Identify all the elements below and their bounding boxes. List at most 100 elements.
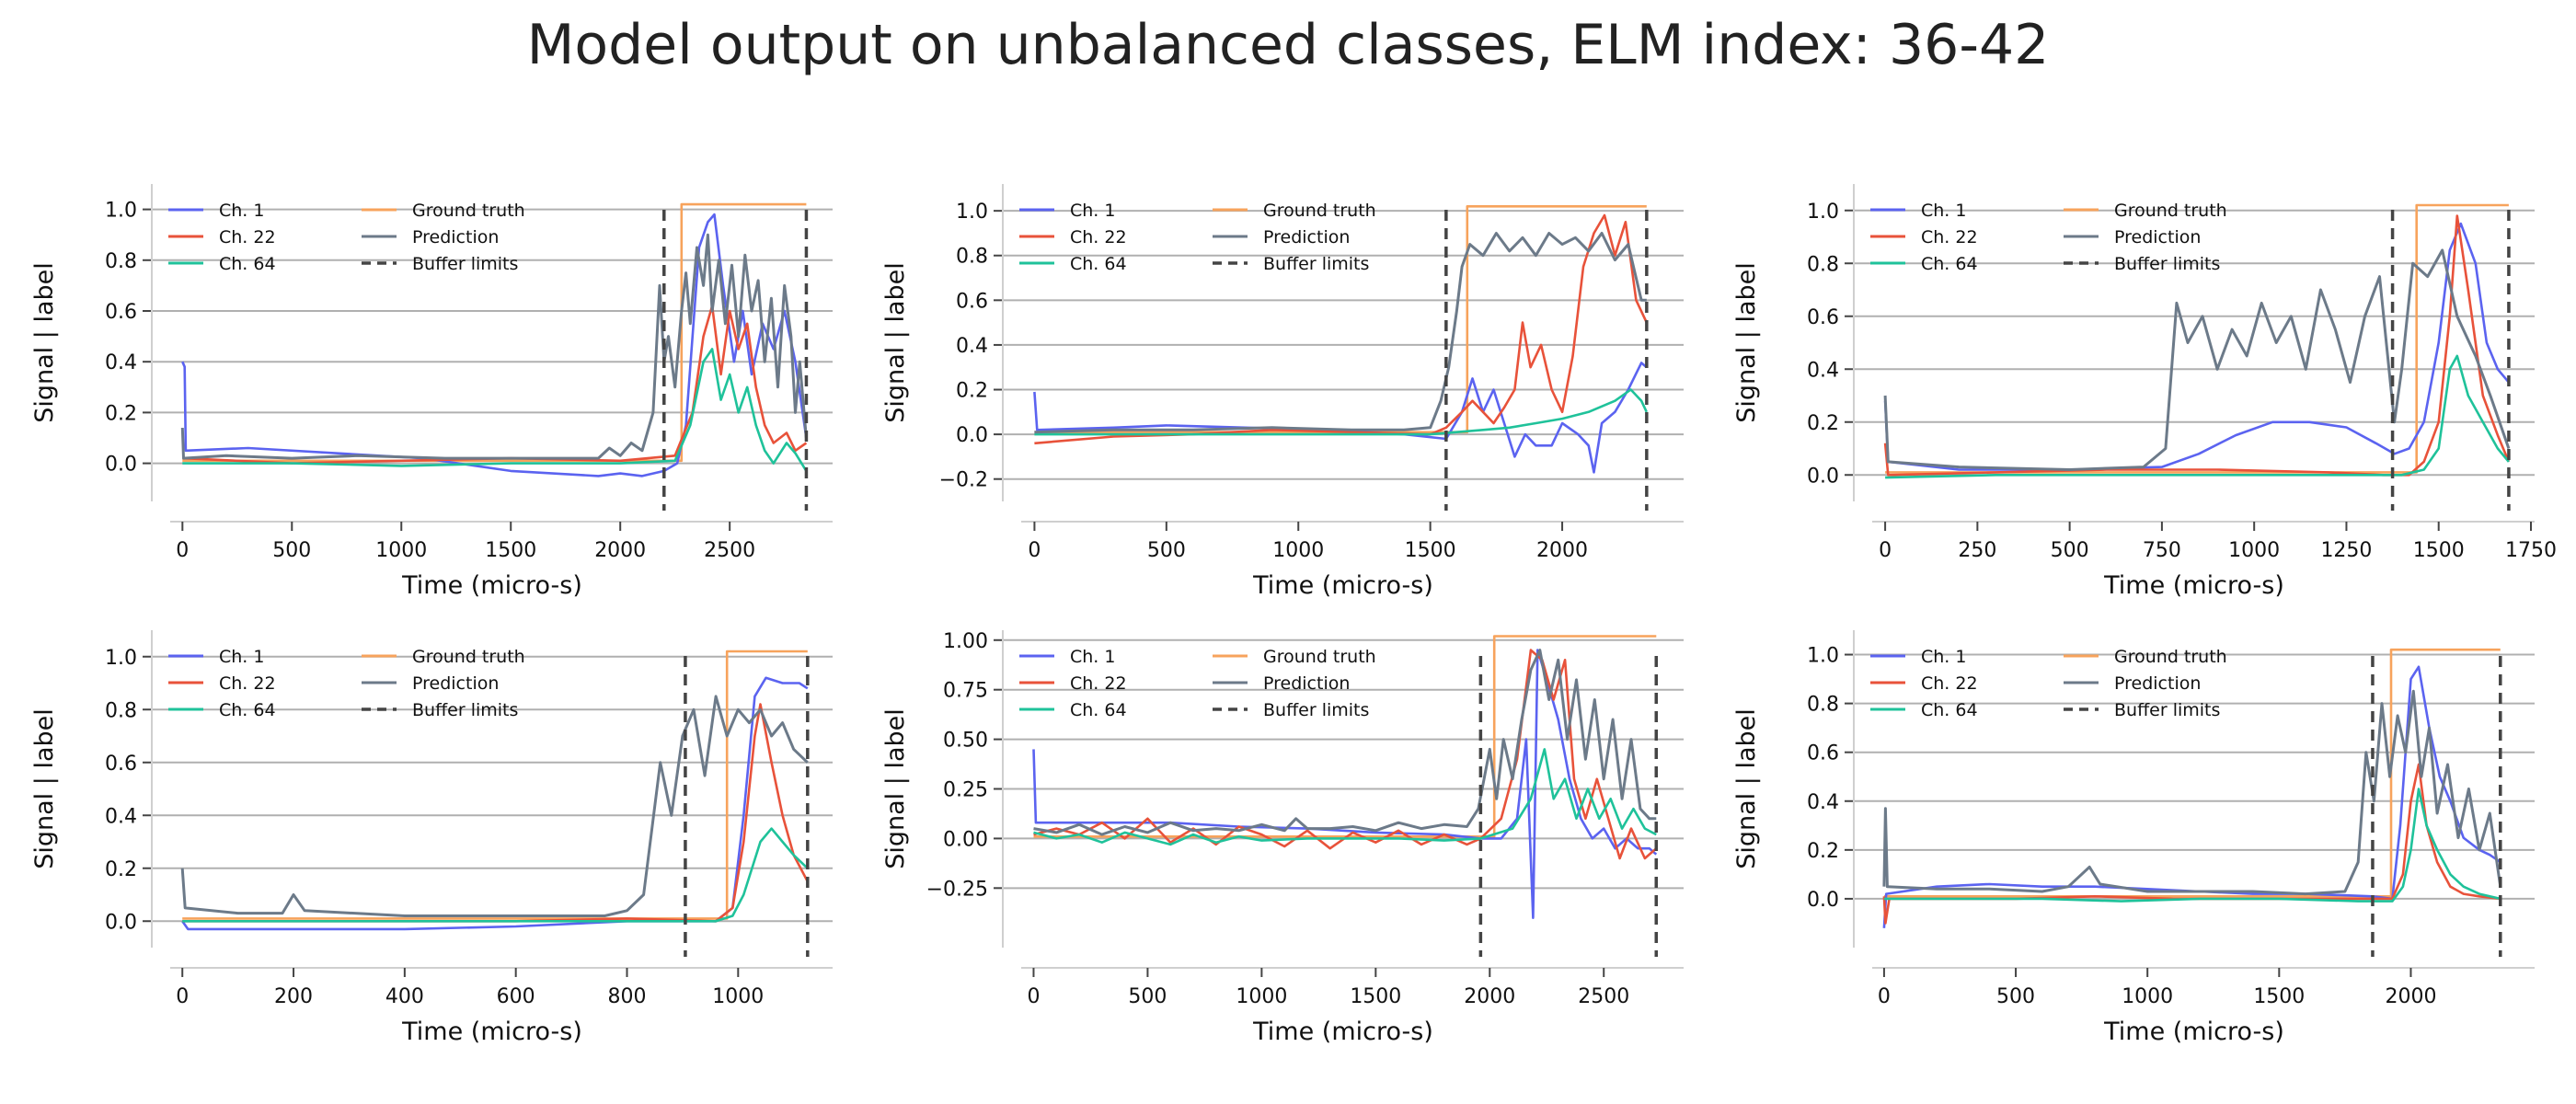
- legend-entry-prediction: Prediction: [1213, 673, 1350, 694]
- x-tick-label: 1500: [2413, 539, 2465, 562]
- x-tick-label: 2000: [2385, 985, 2436, 1008]
- x-tick-label: 1250: [2320, 539, 2372, 562]
- y-tick-label: −0.25: [926, 878, 988, 901]
- x-tick-label: 0: [1879, 539, 1892, 562]
- legend-label: Ground truth: [1263, 201, 1376, 221]
- x-tick-label: 500: [1996, 985, 2035, 1008]
- y-axis-label: Signal | label: [1732, 262, 1761, 423]
- legend-entry-ch-22: Ch. 22: [168, 673, 276, 694]
- legend-label: Ch. 64: [219, 700, 276, 720]
- y-axis-label: Signal | label: [1732, 708, 1761, 869]
- x-tick-label: 0: [1027, 985, 1040, 1008]
- legend-label: Prediction: [1263, 227, 1350, 247]
- legend-entry-prediction: Prediction: [2064, 227, 2201, 247]
- y-tick-label: 0.6: [1807, 742, 1839, 765]
- chart-panel-1: 0.0 0.2 0.4 0.6 0.8 1.0 0 500 1000 1500 2000 2500 Ti…: [30, 184, 833, 600]
- y-tick-label: 0.4: [1807, 359, 1839, 382]
- y-tick-label: 1.0: [105, 200, 137, 223]
- x-tick-label: 200: [274, 985, 313, 1008]
- legend-entry-prediction: Prediction: [362, 227, 499, 247]
- legend-label: Buffer limits: [412, 700, 518, 720]
- legend-entry-ground-truth: Ground truth: [2064, 647, 2227, 667]
- series-line-ch-22: [182, 305, 808, 465]
- series-line-ch-64: [182, 348, 808, 472]
- legend-label: Ch. 22: [1070, 673, 1127, 694]
- series-line-prediction: [180, 233, 808, 460]
- x-tick-label: 2000: [1464, 985, 1515, 1008]
- x-tick-label: 1500: [1350, 985, 1401, 1008]
- y-tick-label: 0.8: [1807, 253, 1839, 276]
- legend-entry-ch-1: Ch. 1: [168, 647, 264, 667]
- plot-area: [180, 202, 808, 477]
- chart-panel-3: 0.0 0.2 0.4 0.6 0.8 1.0 0 250 500 750 1000 1250 1500…: [1732, 184, 2557, 600]
- legend-label: Ch. 64: [219, 254, 276, 274]
- x-tick-label: 800: [607, 985, 646, 1008]
- legend-entry-ch-22: Ch. 22: [1019, 227, 1127, 247]
- legend-entry-ch-22: Ch. 22: [1870, 673, 1978, 694]
- y-tick-label: 0.8: [956, 246, 988, 269]
- legend-label: Buffer limits: [2114, 700, 2220, 720]
- legend-entry-ch-1: Ch. 1: [1870, 647, 1966, 667]
- legend-label: Ch. 1: [1070, 201, 1115, 221]
- x-tick-label: 500: [2051, 539, 2089, 562]
- series-line-prediction: [1883, 248, 2511, 471]
- legend-label: Ch. 1: [1921, 647, 1966, 667]
- y-tick-label: 1.0: [1807, 645, 1839, 668]
- legend-entry-ch-64: Ch. 64: [1870, 700, 1978, 720]
- legend-label: Ch. 22: [1070, 227, 1127, 247]
- y-tick-label: 1.0: [956, 201, 988, 224]
- legend-label: Ch. 1: [1070, 647, 1115, 667]
- legend-label: Ch. 64: [1070, 700, 1127, 720]
- x-axis-label: Time (micro-s): [1252, 1018, 1433, 1046]
- y-tick-label: 0.25: [943, 779, 988, 802]
- x-tick-label: 1000: [375, 539, 427, 562]
- x-tick-label: 1000: [1272, 539, 1324, 562]
- x-tick-label: 1500: [1405, 539, 1456, 562]
- x-tick-label: 1000: [2122, 985, 2173, 1008]
- legend-entry-prediction: Prediction: [2064, 673, 2201, 694]
- legend-label: Ch. 1: [219, 647, 264, 667]
- plot-area: [1882, 648, 2502, 928]
- x-tick-label: 750: [2143, 539, 2181, 562]
- x-tick-label: 2000: [1536, 539, 1588, 562]
- legend-label: Ch. 64: [1921, 254, 1978, 274]
- y-tick-label: 1.00: [943, 630, 988, 653]
- y-tick-label: 0.2: [1807, 840, 1839, 863]
- legend-label: Buffer limits: [2114, 254, 2220, 274]
- legend-entry-buffer-limits: Buffer limits: [362, 254, 518, 274]
- y-axis-label: Signal | label: [881, 708, 910, 869]
- legend-entry-ground-truth: Ground truth: [362, 647, 525, 667]
- x-tick-label: 500: [1147, 539, 1186, 562]
- y-tick-label: 0.0: [105, 454, 137, 477]
- series-line-prediction: [1033, 649, 1657, 836]
- x-tick-label: 1500: [485, 539, 536, 562]
- x-tick-label: 2500: [704, 539, 755, 562]
- legend-entry-ch-1: Ch. 1: [1019, 647, 1115, 667]
- y-tick-label: 0.0: [1807, 889, 1839, 912]
- x-tick-label: 1000: [712, 985, 764, 1008]
- legend-label: Ch. 64: [1070, 254, 1127, 274]
- legend-entry-ground-truth: Ground truth: [362, 201, 525, 221]
- x-tick-label: 400: [385, 985, 424, 1008]
- y-axis-label: Signal | label: [881, 262, 910, 423]
- series-line-prediction: [1034, 232, 1647, 434]
- y-axis-label: Signal | label: [30, 708, 59, 869]
- legend-entry-buffer-limits: Buffer limits: [2064, 700, 2220, 720]
- legend-entry-ground-truth: Ground truth: [1213, 201, 1376, 221]
- y-tick-label: 0.6: [105, 753, 137, 776]
- legend-entry-ch-64: Ch. 64: [1019, 700, 1127, 720]
- y-tick-label: 0.6: [105, 301, 137, 324]
- x-tick-label: 2000: [594, 539, 646, 562]
- y-tick-label: −0.2: [939, 469, 988, 492]
- legend-label: Ground truth: [412, 201, 525, 221]
- legend-entry-ground-truth: Ground truth: [1213, 647, 1376, 667]
- chart-panel-6: 0.0 0.2 0.4 0.6 0.8 1.0 0 500 1000 1500 2000 Time (…: [1732, 630, 2535, 1046]
- x-tick-label: 0: [1878, 985, 1891, 1008]
- x-tick-label: 2500: [1578, 985, 1629, 1008]
- y-tick-label: 0.8: [1807, 694, 1839, 717]
- series-line-ch-22: [1883, 214, 2511, 477]
- series-line-ch-64: [1033, 748, 1657, 846]
- legend-entry-prediction: Prediction: [1213, 227, 1350, 247]
- y-tick-label: 1.0: [1807, 201, 1839, 224]
